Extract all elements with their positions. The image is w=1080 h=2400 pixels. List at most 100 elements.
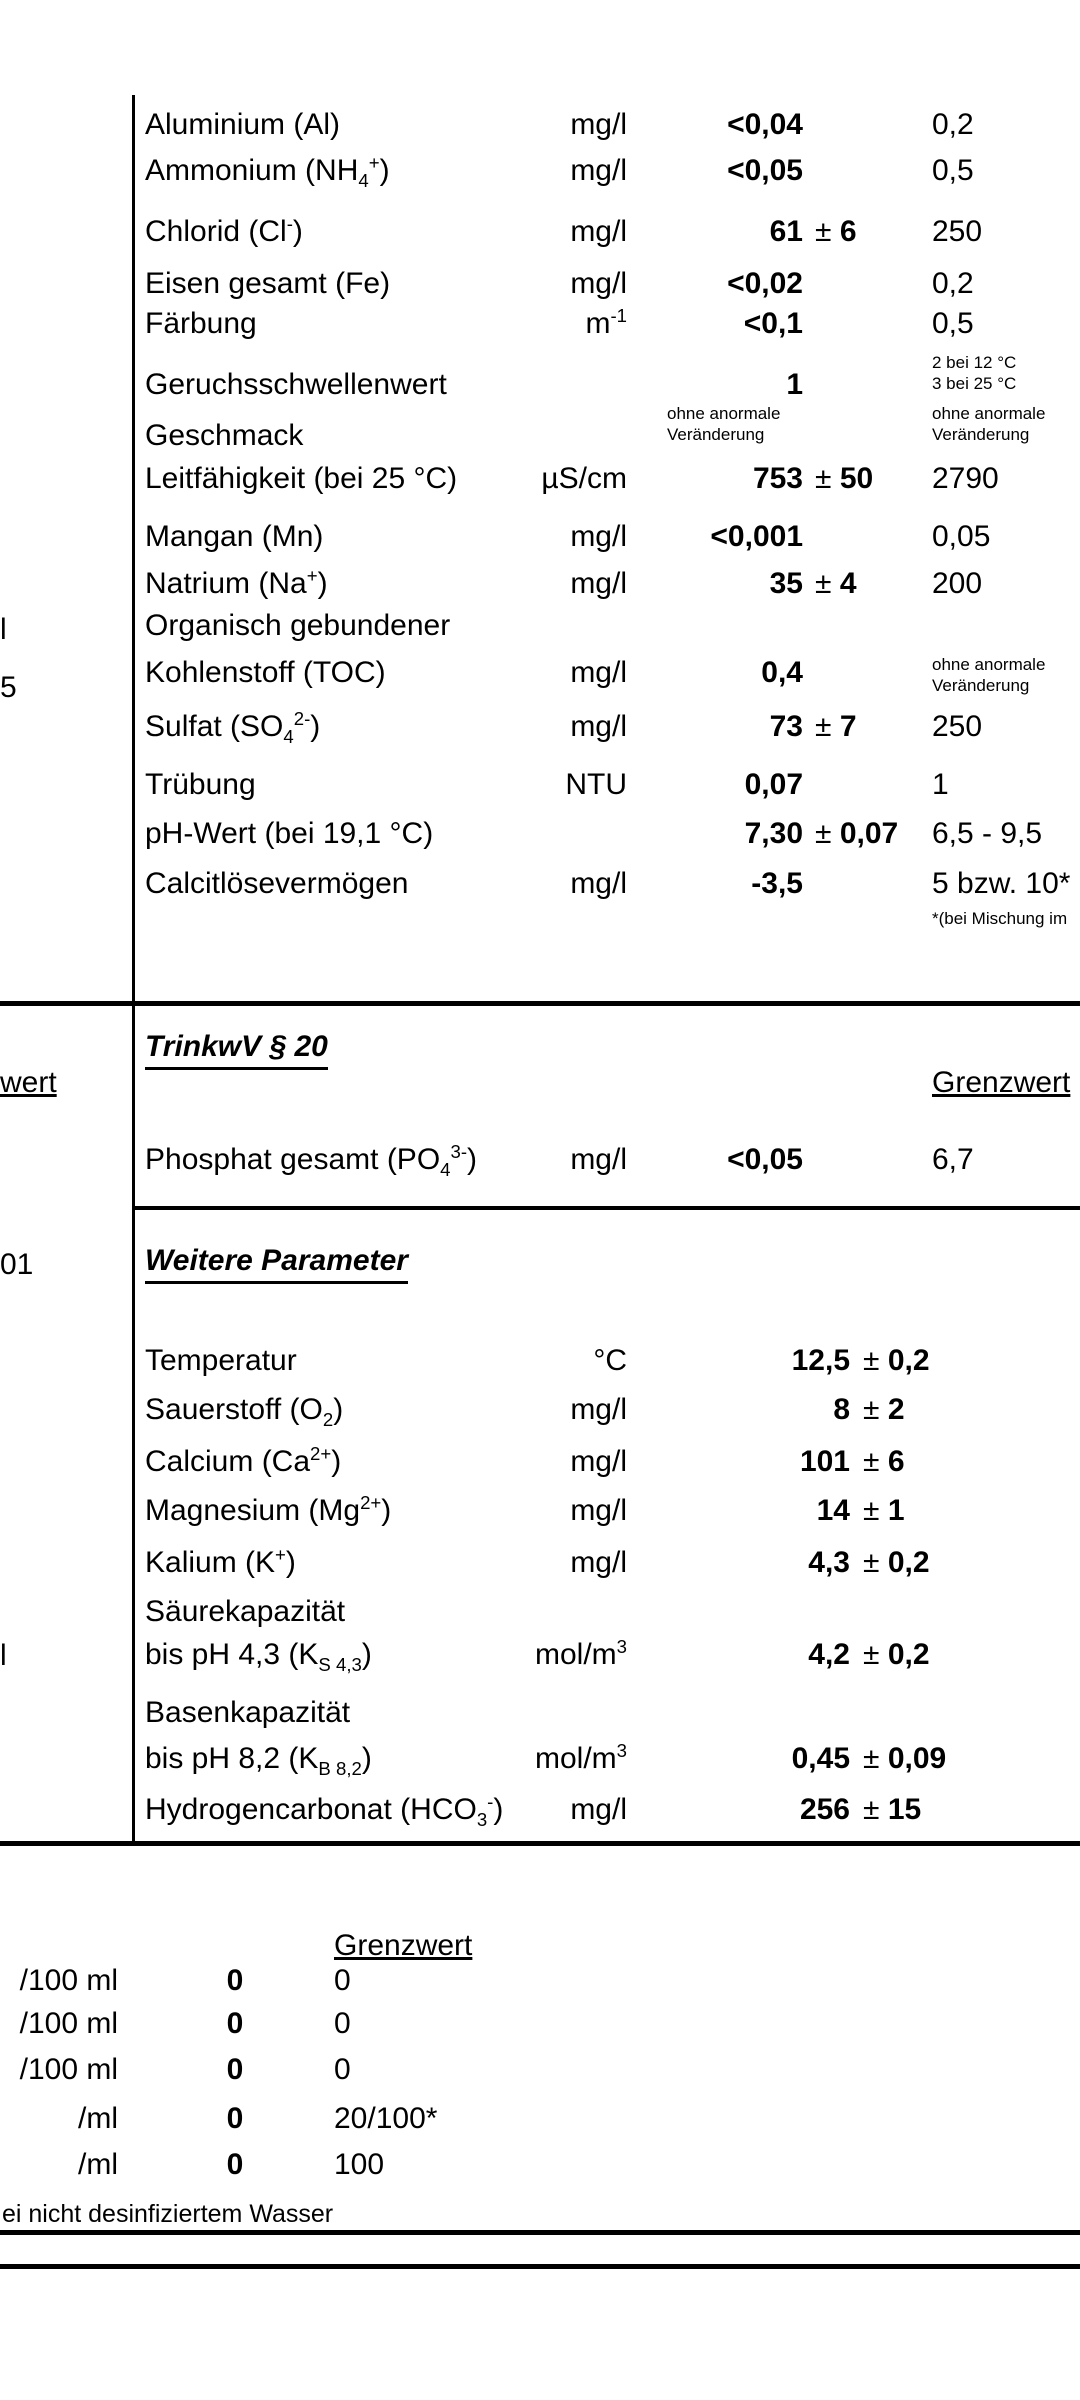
limit-value-note-line: 3 bei 25 °C [932, 374, 1017, 393]
measured-value: 12,5 [791, 1344, 850, 1377]
parameter-name: Geschmack [145, 419, 304, 452]
measured-value: 14 [816, 1494, 850, 1527]
measured-value-note-line: Veränderung [667, 425, 765, 444]
unit-label: /ml [78, 2102, 118, 2135]
subscript: 4 [283, 726, 294, 747]
microbiology-row: /ml 0 100 [0, 2147, 1080, 2183]
microbiology-row: /100 ml 0 0 [0, 2052, 1080, 2088]
limit-value: 100 [334, 2148, 385, 2181]
supscript: 2+ [310, 1443, 332, 1464]
parameter-name: pH-Wert (bei 19,1 °C) [145, 817, 434, 850]
plus-minus-sign: ± [863, 1494, 888, 1527]
parameter-row: Kalium (K+) mg/l 4,3 ± 0,2 [0, 1545, 1080, 1581]
column-header-grenzwert: Grenzwert [932, 1066, 1071, 1099]
unit-label: mg/l [570, 567, 627, 600]
limit-value: 250 [932, 710, 983, 743]
parameter-row: Basenkapazität bis pH 8,2 (KB 8,2) mol/m3 0… [0, 1696, 1080, 1779]
unit-label: °C [593, 1344, 627, 1377]
parameter-row: Eisen gesamt (Fe) mg/l <0,02 0,2 [0, 266, 1080, 302]
unit-label: mg/l [570, 108, 627, 141]
parameter-row: Färbung m-1 <0,1 0,5 [0, 306, 1080, 342]
supscript: - [286, 213, 293, 234]
parameter-row: Geruchsschwellenwert 1 2 bei 12 °C 3 bei 25… [0, 353, 1080, 403]
limit-value: 0,2 [932, 108, 974, 141]
measured-value: 1 [786, 368, 803, 401]
subscript: 2 [322, 1409, 334, 1430]
parameter-name: Aluminium (Al) [145, 108, 341, 141]
parameter-row: Organisch gebundener Kohlenstoff (TOC) mg/… [0, 609, 1080, 695]
measured-value: 101 [799, 1445, 850, 1478]
table-vertical-rule [132, 95, 135, 1841]
limit-value-note-line: 2 bei 12 °C [932, 353, 1017, 372]
parameter-name: Kohlenstoff (TOC) [145, 656, 386, 689]
limit-value: 5 bzw. 10* [932, 867, 1071, 900]
measurement-uncertainty: ± 2 [863, 1392, 905, 1428]
subscript: B 8,2 [318, 1758, 362, 1779]
parameter-name: Kalium (K+) [145, 1544, 296, 1579]
measurement-uncertainty: ± 4 [815, 566, 857, 602]
limit-value-note-line: Veränderung [932, 676, 1030, 695]
plus-minus-sign: ± [815, 215, 840, 248]
measured-value: 0,07 [744, 768, 803, 801]
measured-value: 7,30 [744, 817, 803, 850]
parameter-name: Sulfat (SO42-) [145, 708, 321, 747]
limit-value: 0,5 [932, 307, 974, 340]
limit-value: 1 [932, 768, 949, 801]
section-heading-weitere-parameter: Weitere Parameter [145, 1242, 408, 1284]
measured-value: 0 [226, 1964, 244, 1997]
footer-note: ei nicht desinfiziertem Wasser [2, 2200, 334, 2228]
plus-minus-sign: ± [863, 1793, 888, 1826]
unit-label: mg/l [570, 520, 627, 553]
parameter-row: Mangan (Mn) mg/l <0,001 0,05 [0, 519, 1080, 555]
parameter-row: Säurekapazität bis pH 4,3 (KS 4,3) mol/m3 4… [0, 1595, 1080, 1674]
parameter-name: Färbung [145, 307, 257, 340]
limit-value: 0,5 [932, 154, 974, 187]
subscript: 4 [440, 1159, 451, 1180]
plus-minus-sign: ± [815, 710, 840, 743]
cutoff-text-fragment: l [0, 613, 7, 646]
microbiology-row: /100 ml 0 0 [0, 1963, 1080, 1999]
parameter-row: Sulfat (SO42-) mg/l 73 ± 7 250 [0, 708, 1080, 747]
unit-label: /ml [78, 2148, 118, 2181]
supscript: 2+ [360, 1492, 382, 1513]
parameter-name: Calcitlösevermögen [145, 867, 409, 900]
measured-value: 35 [769, 567, 803, 600]
parameter-row: Sauerstoff (O2) mg/l 8 ± 2 [0, 1392, 1080, 1430]
plus-minus-sign: ± [863, 1638, 888, 1671]
limit-value: 0,2 [932, 267, 974, 300]
unit-label: /100 ml [19, 2007, 118, 2040]
parameter-row: Natrium (Na+) mg/l 35 ± 4 200 [0, 566, 1080, 602]
uncertainty-value: 0,2 [887, 1344, 930, 1377]
measured-value: <0,04 [727, 108, 803, 141]
measurement-uncertainty: ± 0,07 [815, 816, 898, 852]
supscript: 3 [616, 1740, 627, 1761]
plus-minus-sign: ± [863, 1546, 888, 1579]
supscript: 3 [616, 1636, 627, 1657]
unit-label: m-1 [585, 305, 627, 340]
parameter-row: Temperatur °C 12,5 ± 0,2 [0, 1343, 1080, 1379]
parameter-row: Chlorid (Cl-) mg/l 61 ± 6 250 [0, 214, 1080, 250]
measurement-uncertainty: ± 6 [815, 214, 857, 250]
parameter-name: Calcium (Ca2+) [145, 1443, 342, 1478]
parameter-name: Magnesium (Mg2+) [145, 1492, 392, 1527]
limit-value: 0 [334, 2007, 351, 2040]
limit-value-note: 2 bei 12 °C 3 bei 25 °C [932, 352, 1016, 394]
column-header-grenzwert-bottom: Grenzwert [334, 1929, 473, 1962]
uncertainty-value: 7 [839, 710, 857, 743]
unit-label: mg/l [570, 1143, 627, 1176]
plus-minus-sign: ± [863, 1445, 888, 1478]
parameter-row: Trübung NTU 0,07 1 [0, 767, 1080, 803]
measurement-uncertainty: ± 0,2 [863, 1343, 930, 1379]
limit-value: 6,7 [932, 1143, 974, 1176]
parameter-row: Calcium (Ca2+) mg/l 101 ± 6 [0, 1444, 1080, 1480]
supscript: -1 [610, 305, 627, 326]
limit-value: 0 [334, 1964, 351, 1997]
unit-label: mol/m3 [534, 1740, 627, 1775]
unit-label: mg/l [570, 1546, 627, 1579]
uncertainty-value: 6 [839, 215, 857, 248]
plus-minus-sign: ± [815, 567, 840, 600]
limit-value: 2790 [932, 462, 999, 495]
limit-footnote: *(bei Mischung im [932, 909, 1068, 928]
section-divider-line-2 [132, 1206, 1080, 1210]
measured-value: 753 [752, 462, 803, 495]
